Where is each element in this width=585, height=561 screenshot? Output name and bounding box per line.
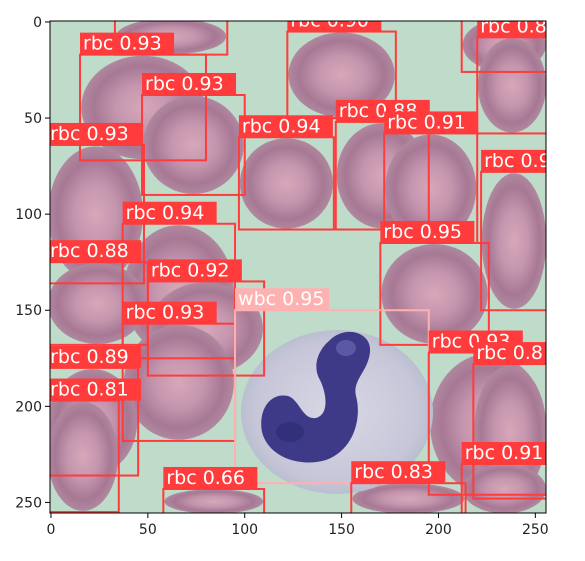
label-background [461, 441, 546, 464]
detection-label: wbc 0.95 [238, 288, 324, 310]
label-background [50, 122, 142, 145]
rbc-cell [239, 138, 333, 229]
detection-label: rbc 0.66 [166, 467, 245, 489]
detection-rbc: rbc 0.91 [460, 441, 546, 513]
detection-rbc: rbc 0.8 [460, 0, 546, 73]
detection-label: rbc 0.94 [126, 202, 205, 224]
rbc-cell [385, 134, 477, 242]
x-tick-label: 100 [231, 522, 258, 538]
label-background [481, 149, 546, 172]
rbc-cell [481, 173, 546, 309]
rbc-cell [123, 324, 234, 440]
detection-label: rbc 0.91 [387, 111, 466, 133]
detection-rbc: rbc 0.92 [146, 259, 266, 377]
detection-label: rbc 0.9 [484, 150, 551, 172]
detection-label: rbc 0.93 [50, 123, 129, 145]
detection-label: rbc 0.95 [383, 221, 462, 243]
label-background [287, 21, 382, 32]
bounding-box [460, 21, 546, 73]
detection-rbc: rbc 0.9 [480, 149, 551, 312]
rbc-cell [352, 483, 465, 513]
label-background [50, 378, 142, 401]
label-background [477, 21, 546, 38]
detection-label: rbc 0.91 [465, 442, 544, 464]
label-background [473, 342, 546, 365]
x-tick-label: 250 [522, 522, 549, 538]
detection-rbc: rbc 0.81 [50, 378, 142, 513]
x-tick-label: 0 [47, 522, 56, 538]
detection-label: rbc 0.90 [118, 0, 197, 18]
x-tick-label: 150 [328, 522, 355, 538]
detection-label: rbc 0.92 [151, 259, 230, 281]
y-axis: 0 50 100 150 200 250 [15, 15, 50, 511]
y-tick-label: 150 [15, 303, 42, 319]
blood-smear-image: rbc 0.90 rbc 0.93 rbc 0.90 rbc 0.93 rbc 0.88… [50, 0, 551, 513]
detection-rbc: rbc 0.89 [50, 345, 142, 477]
label-background [238, 115, 333, 138]
detection-rbc: rbc 0.8 [476, 15, 547, 135]
label-background [142, 72, 237, 95]
label-background [235, 288, 330, 311]
rbc-cell [477, 38, 546, 133]
detection-rbc: rbc 0.94 [121, 201, 237, 360]
label-background [384, 111, 479, 134]
label-background [50, 345, 142, 368]
detection-boxes: rbc 0.90 rbc 0.93 rbc 0.90 rbc 0.93 rbc 0.88… [50, 0, 551, 513]
label-background [122, 201, 217, 224]
label-background [122, 301, 217, 324]
detection-label: rbc 0.89 [50, 346, 129, 368]
y-tick-label: 200 [15, 399, 42, 415]
rbc-cell [288, 32, 395, 118]
detection-label: rbc 0.8 [480, 15, 547, 37]
label-background [147, 259, 242, 282]
detection-rbc: rbc 0.8 [472, 342, 546, 500]
detection-rbc: rbc 0.95 [379, 220, 490, 346]
detection-label: rbc 0.90 [290, 10, 369, 32]
detection-rbc: rbc 0.66 [162, 466, 266, 513]
rbc-cell [381, 243, 488, 344]
y-tick-label: 50 [24, 111, 42, 127]
detection-label: rbc 0.88 [50, 240, 129, 262]
detection-label: rbc 0.93 [126, 302, 205, 324]
x-tick-label: 200 [425, 522, 452, 538]
detection-label: rbc 0.8 [476, 342, 543, 364]
rbc-cell [462, 464, 546, 513]
detection-label: rbc 0.93 [145, 73, 224, 95]
wbc-cell [241, 330, 433, 494]
x-tick-label: 50 [139, 522, 157, 538]
y-tick-label: 100 [15, 207, 42, 223]
label-background [163, 466, 258, 489]
label-background [380, 220, 475, 243]
detection-label: rbc 0.93 [83, 33, 162, 55]
label-background [80, 32, 175, 55]
y-tick-label: 0 [33, 15, 42, 31]
label-background [115, 0, 209, 18]
label-background [351, 461, 446, 484]
rbc-cell [143, 95, 244, 194]
detection-rbc: rbc 0.83 [350, 461, 467, 513]
detection-rbc: rbc 0.93 [141, 72, 246, 196]
label-background [50, 240, 142, 263]
label-background [462, 0, 545, 18]
detection-label: rbc 0.83 [354, 461, 433, 483]
axes-frame [49, 20, 547, 514]
detection-label: rbc 0.81 [50, 379, 129, 401]
detection-rbc: rbc 0.88 [50, 240, 149, 346]
detection-label: rbc 0.94 [242, 115, 321, 137]
detection-label: rbc 0.8 [465, 0, 532, 18]
rbc-cell [50, 401, 119, 511]
detection-rbc: rbc 0.94 [237, 115, 335, 231]
y-tick-label: 250 [15, 495, 42, 511]
rbc-cell [164, 489, 264, 513]
x-axis: 0 50 100 150 200 250 [47, 513, 549, 538]
